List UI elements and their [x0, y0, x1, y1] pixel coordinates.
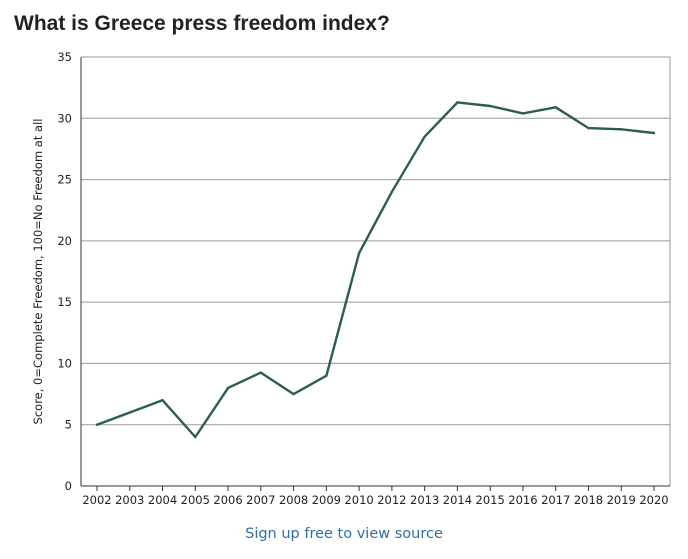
x-tick-label: 2016	[508, 493, 537, 507]
x-tick-label: 2010	[344, 493, 373, 507]
view-source-link[interactable]: Sign up free to view source	[245, 526, 443, 542]
x-tick-label: 2018	[574, 493, 603, 507]
x-tick-label: 2019	[607, 493, 636, 507]
x-tick-label: 2012	[377, 493, 406, 507]
line-chart: 0 5 10 15 20 25 30 35 2002 2003 2004 2005 2006 2007 2…	[31, 50, 671, 507]
y-tick-label: 5	[65, 418, 72, 432]
data-point	[161, 399, 164, 402]
y-tick-label: 25	[57, 173, 72, 187]
data-point	[357, 251, 361, 255]
data-point	[259, 371, 263, 374]
x-tick-label: 2003	[115, 493, 144, 507]
data-point	[325, 374, 328, 377]
data-point	[95, 423, 99, 426]
plot-frame	[80, 56, 671, 487]
page-title: What is Greece press freedom index?	[14, 12, 390, 35]
x-tick-label: 2005	[181, 493, 210, 507]
data-point	[226, 386, 230, 390]
y-tick-label: 20	[57, 234, 72, 248]
data-point	[587, 126, 590, 130]
x-tick-label: 2002	[82, 493, 111, 507]
y-tick-label: 30	[57, 111, 72, 125]
y-axis-label: Score, 0=Complete Freedom, 100=No Freedo…	[31, 119, 45, 425]
x-tick-label: 2014	[443, 493, 472, 507]
y-tick-labels: 0 5 10 15 20 25 30 35	[57, 50, 72, 493]
data-point	[456, 101, 459, 104]
x-tick-label: 2008	[279, 493, 308, 507]
y-tick-label: 15	[57, 295, 72, 309]
series-layer	[95, 101, 656, 439]
x-tick-labels: 2002 2003 2004 2005 2006 2007 2008 2009 2010 2012…	[82, 486, 669, 507]
y-tick-label: 35	[57, 50, 72, 64]
data-point	[620, 128, 623, 131]
x-tick-label: 2015	[476, 493, 505, 507]
y-tick-label: 10	[57, 356, 72, 370]
data-point	[488, 104, 492, 108]
x-tick-label: 2007	[246, 493, 275, 507]
x-tick-label: 2006	[213, 493, 242, 507]
data-point	[390, 190, 394, 194]
data-point	[194, 435, 197, 439]
data-point	[521, 112, 525, 115]
x-tick-label: 2009	[312, 493, 341, 507]
data-point	[423, 135, 426, 138]
x-tick-label: 2013	[410, 493, 439, 507]
grid-lines	[81, 56, 670, 426]
data-point	[292, 392, 295, 396]
x-tick-label: 2004	[148, 493, 177, 507]
data-point	[652, 131, 656, 135]
data-point	[128, 411, 131, 414]
data-point	[554, 106, 557, 109]
x-tick-label: 2020	[639, 493, 668, 507]
series-line	[95, 101, 656, 439]
y-tick-label: 0	[65, 479, 72, 493]
x-tick-label: 2017	[541, 493, 570, 507]
